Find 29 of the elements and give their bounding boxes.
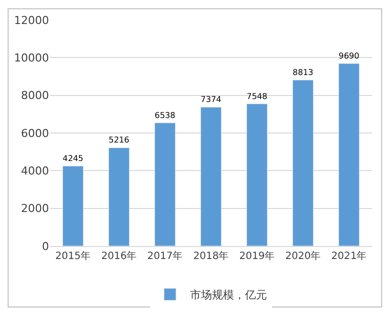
data-label: 5216 [108,134,130,145]
x-tick-label: 2016年 [101,250,137,262]
legend-label: 市场规模，亿元 [190,288,267,302]
y-tick-label: 8000 [21,89,49,102]
bar [200,106,222,246]
bar [292,80,314,246]
x-tick-label: 2015年 [55,250,91,262]
y-tick-label: 6000 [21,126,49,140]
data-label: 9690 [338,50,360,60]
x-tick-label: 2017年 [147,250,183,262]
bar [154,122,176,246]
bar [338,63,360,246]
x-tick-label: 2018年 [193,250,229,262]
data-label: 4245 [62,153,84,164]
bar [62,166,84,246]
data-label: 8813 [292,66,314,77]
data-label: 7548 [246,90,268,101]
y-tick-label: 10000 [14,52,49,65]
data-label: 6538 [154,110,176,120]
y-tick-label: 4000 [21,164,49,178]
y-tick-label: 12000 [14,14,49,27]
y-tick-label: 2000 [21,202,49,216]
x-tick-label: 2021年 [331,250,367,262]
bar [246,104,268,246]
x-tick-label: 2020年 [285,250,321,262]
bar [108,148,130,246]
x-tick-label: 2019年 [239,250,275,262]
y-tick-label: 0 [42,240,49,253]
data-label: 7374 [200,94,222,104]
